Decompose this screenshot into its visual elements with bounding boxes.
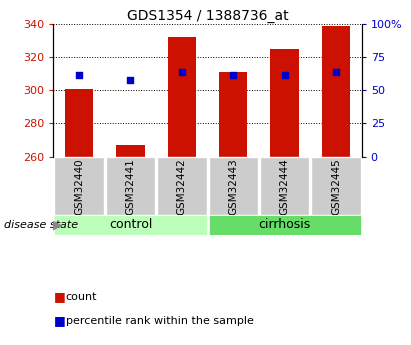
Text: GSM32440: GSM32440 xyxy=(74,158,84,215)
Title: GDS1354 / 1388736_at: GDS1354 / 1388736_at xyxy=(127,9,289,23)
Text: ■: ■ xyxy=(53,314,65,327)
Bar xyxy=(54,157,104,215)
Text: control: control xyxy=(109,218,152,231)
Text: GSM32444: GSM32444 xyxy=(279,158,290,215)
Text: count: count xyxy=(66,292,97,302)
Text: disease state: disease state xyxy=(4,220,78,230)
Bar xyxy=(270,49,299,157)
Point xyxy=(127,78,134,83)
Bar xyxy=(157,157,206,215)
Point xyxy=(76,73,82,78)
Text: cirrhosis: cirrhosis xyxy=(259,218,311,231)
Bar xyxy=(311,157,360,215)
Point xyxy=(230,73,237,78)
Bar xyxy=(322,26,350,157)
Text: percentile rank within the sample: percentile rank within the sample xyxy=(66,316,254,326)
Text: GSM32443: GSM32443 xyxy=(228,158,238,215)
Bar xyxy=(260,157,309,215)
Bar xyxy=(219,72,247,157)
Bar xyxy=(65,89,93,157)
Text: GSM32441: GSM32441 xyxy=(125,158,136,215)
Bar xyxy=(106,157,155,215)
Bar xyxy=(116,145,145,157)
Point xyxy=(333,69,339,75)
Text: ▶: ▶ xyxy=(53,218,62,231)
Text: GSM32445: GSM32445 xyxy=(331,158,341,215)
Bar xyxy=(209,157,258,215)
Bar xyxy=(168,37,196,157)
Point xyxy=(281,73,288,78)
Point xyxy=(178,69,185,75)
Text: GSM32442: GSM32442 xyxy=(177,158,187,215)
Bar xyxy=(54,215,206,235)
Bar xyxy=(209,215,361,235)
Text: ■: ■ xyxy=(53,290,65,303)
